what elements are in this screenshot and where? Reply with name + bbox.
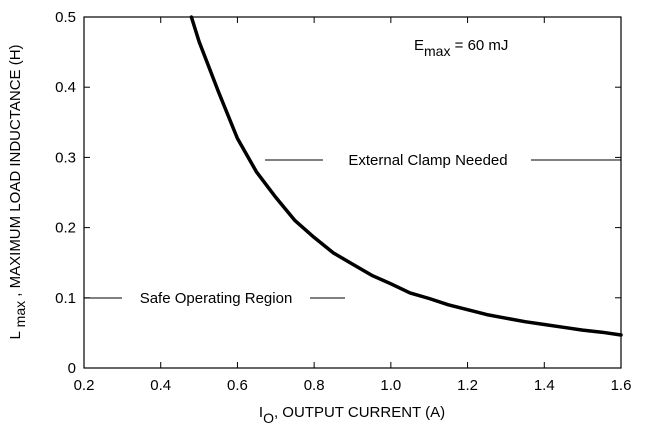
emax-rest: = 60 mJ	[450, 37, 508, 54]
x-tick-label: 1.6	[611, 377, 632, 394]
y-axis-title-sub: max	[12, 301, 28, 331]
x-axis-title-sub: O	[263, 410, 274, 426]
x-tick-label: 0.2	[74, 377, 95, 394]
x-axis-title-main: I	[259, 404, 263, 421]
y-axis-title: L max , MAXIMUM LOAD INDUCTANCE (H)	[7, 44, 28, 339]
y-tick-label: 0.2	[55, 220, 76, 237]
series-group	[189, 15, 623, 337]
plot-frame	[83, 16, 622, 369]
y-tick-label: 0	[68, 360, 76, 377]
series-line	[189, 15, 623, 337]
x-tick-label: 1.4	[534, 377, 555, 394]
y-tick-label: 0.4	[55, 79, 76, 96]
x-tick-label: 0.4	[150, 377, 171, 394]
external-clamp-label: External Clamp Needed	[348, 152, 507, 169]
y-tick-label: 0.1	[55, 290, 76, 307]
safe-operating-label: Safe Operating Region	[140, 290, 293, 307]
x-axis-title: IO, OUTPUT CURRENT (A)	[259, 404, 445, 426]
emax-label: Emax = 60 mJ	[414, 37, 508, 59]
y-tick-label: 0.5	[55, 9, 76, 26]
x-tick-label: 1.2	[457, 377, 478, 394]
emax-main: E	[414, 37, 424, 54]
emax-sub: max	[424, 43, 450, 59]
x-axis-ticks: 0.2 0.4 0.6 0.8 1.0 1.2 1.4 1.6	[74, 17, 632, 394]
y-axis-title-main: L	[7, 331, 24, 339]
x-axis-title-rest: , OUTPUT CURRENT (A)	[274, 404, 445, 421]
x-tick-label: 1.0	[380, 377, 401, 394]
y-axis-title-rest: , MAXIMUM LOAD INDUCTANCE (H)	[7, 44, 24, 300]
x-tick-label: 0.8	[304, 377, 325, 394]
y-tick-label: 0.3	[55, 149, 76, 166]
y-axis-ticks: 0 0.1 0.2 0.3 0.4 0.5	[55, 9, 621, 377]
x-tick-label: 0.6	[227, 377, 248, 394]
plot-area: 0.2 0.4 0.6 0.8 1.0 1.2 1.4 1.6 00.10.20.30.40.…	[55, 9, 631, 394]
